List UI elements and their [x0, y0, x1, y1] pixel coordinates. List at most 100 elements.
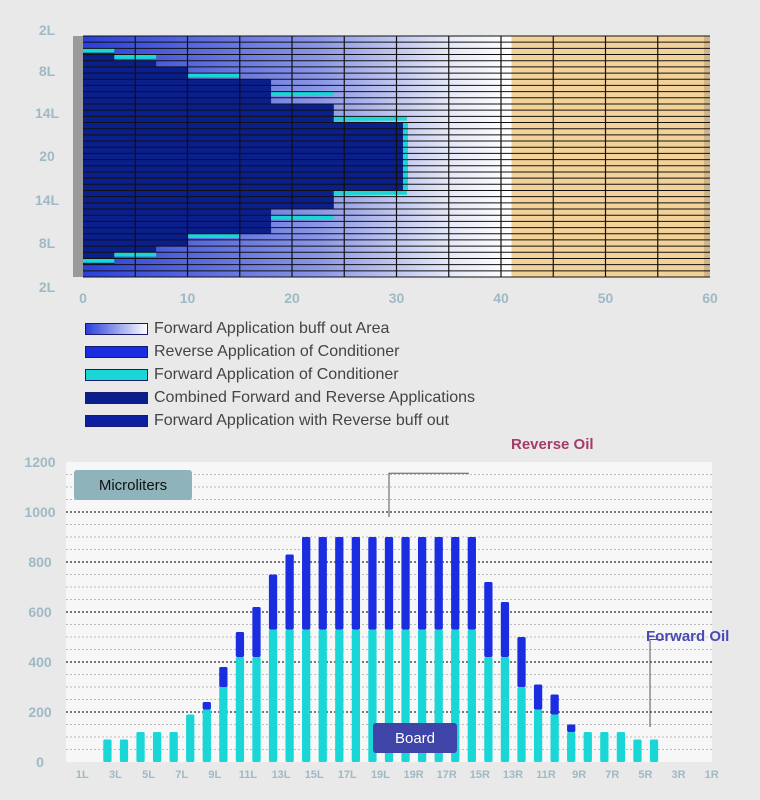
combined-application-region [83, 153, 407, 172]
forward-application-edge [83, 258, 115, 263]
reverse-oil-bar [517, 637, 526, 687]
x-tick-label: 15R [470, 769, 490, 781]
combined-application-region [83, 252, 115, 259]
x-tick-label: 13L [272, 769, 291, 781]
x-tick-label: 0 [79, 290, 87, 306]
forward-oil-bar [550, 714, 559, 762]
forward-oil-bar [600, 732, 609, 762]
forward-oil-bar [533, 709, 543, 762]
combined-application-region [83, 122, 407, 142]
x-tick-label: 19R [403, 769, 423, 781]
microliters-label: Microliters [74, 470, 192, 500]
x-tick-label: 17R [437, 769, 457, 781]
reverse-oil-bar [384, 537, 394, 630]
forward-oil-bar [219, 687, 228, 762]
forward-application-edge [333, 190, 407, 195]
reverse-oil-bar [318, 537, 327, 630]
y-tick-label: 14L [35, 192, 60, 208]
reverse-oil-bar [434, 537, 443, 630]
forward-oil-bar [318, 629, 327, 762]
forward-oil-bar [351, 629, 361, 762]
y-tick-label: 1000 [24, 504, 55, 520]
forward-oil-bar [235, 657, 245, 762]
reverse-oil-bar [202, 702, 211, 710]
forward-oil-bar [169, 732, 178, 762]
forward-oil-bar [484, 657, 493, 762]
forward-oil-bar [500, 657, 510, 762]
legend-label: Reverse Application of Conditioner [154, 342, 400, 360]
x-tick-label: 11R [536, 769, 556, 781]
y-tick-label: 8L [39, 63, 56, 79]
forward-application-edge [83, 48, 115, 53]
untreated-region [511, 36, 710, 277]
reverse-oil-bar [368, 537, 377, 630]
reverse-oil-bar [401, 537, 410, 630]
reverse-oil-leader [388, 472, 469, 517]
forward-oil-bar [285, 629, 294, 762]
reverse-oil-bar [268, 574, 278, 630]
combined-application-region [83, 246, 157, 253]
legend-label: Combined Forward and Reverse Application… [154, 388, 476, 406]
reverse-oil-label: Reverse Oil [511, 436, 594, 453]
forward-application-edge [333, 116, 407, 121]
reverse-oil-bar [351, 537, 361, 630]
gutter-right [704, 36, 710, 277]
reverse-oil-bar [219, 667, 228, 687]
legend-swatch [85, 414, 148, 427]
reverse-oil-bar [567, 724, 576, 732]
x-tick-label: 20 [284, 290, 300, 306]
x-tick-label: 40 [493, 290, 509, 306]
legend-label: Forward Application with Reverse buff ou… [154, 411, 449, 429]
pattern-heatmap-chart: 0 10 20 30 40 50 60 2L 8L 14L 20 14L 8L 2L [35, 22, 718, 306]
x-tick-label: 7L [175, 769, 188, 781]
y-tick-label: 20 [39, 148, 55, 164]
forward-oil-bar [649, 739, 659, 762]
x-tick-label: 1L [76, 769, 89, 781]
legend-item: Forward Application buff out Area [85, 317, 475, 340]
reverse-oil-bar [451, 537, 460, 630]
y-tick-label: 0 [36, 754, 44, 770]
y-tick-label: 800 [28, 554, 52, 570]
combined-application-region [83, 54, 115, 61]
oil-volume-bar-chart: 0 200 400 600 800 1000 1200 1L 3L 5L 7L 9L 11L 13L 15L… [24, 454, 719, 781]
forward-oil-bar [103, 739, 112, 762]
y-tick-label: 8L [39, 235, 56, 251]
y-tick-label: 600 [28, 604, 52, 620]
x-tick-label: 9L [208, 769, 221, 781]
forward-oil-bar [119, 739, 129, 762]
x-tick-label: 3R [672, 769, 686, 781]
y-tick-label: 2L [39, 279, 56, 295]
legend-swatch [85, 345, 148, 358]
x-tick-label: 19L [371, 769, 390, 781]
gutter-left [73, 36, 83, 277]
forward-application-edge [271, 215, 334, 220]
reverse-oil-bar [500, 602, 510, 657]
chart-legend: Forward Application buff out Area Reverse… [85, 317, 475, 432]
forward-oil-bar [252, 657, 261, 762]
forward-oil-bar [616, 732, 626, 762]
reverse-oil-bar [252, 607, 261, 657]
forward-oil-bar [152, 732, 162, 762]
legend-item: Forward Application of Conditioner [85, 363, 475, 386]
x-tick-label: 5L [142, 769, 155, 781]
forward-application-edge [271, 91, 334, 96]
x-tick-label: 3L [109, 769, 122, 781]
y-tick-label: 2L [39, 22, 56, 38]
x-tick-label: 1R [705, 769, 719, 781]
x-tick-label: 7R [605, 769, 619, 781]
x-tick-label: 5R [638, 769, 652, 781]
forward-oil-bar [467, 629, 476, 762]
x-tick-label: 15L [305, 769, 324, 781]
reverse-oil-bar [484, 582, 493, 657]
legend-swatch [85, 322, 148, 335]
combined-application-region [83, 60, 157, 67]
forward-oil-bar [567, 732, 576, 762]
forward-oil-bar [633, 739, 642, 762]
combined-application-region [83, 190, 334, 210]
x-tick-label: 30 [389, 290, 405, 306]
reverse-oil-bar [285, 554, 294, 630]
board-label: Board [373, 723, 457, 753]
forward-oil-bar [202, 709, 211, 762]
forward-oil-label: Forward Oil [646, 628, 730, 645]
legend-label: Forward Application buff out Area [154, 319, 390, 337]
